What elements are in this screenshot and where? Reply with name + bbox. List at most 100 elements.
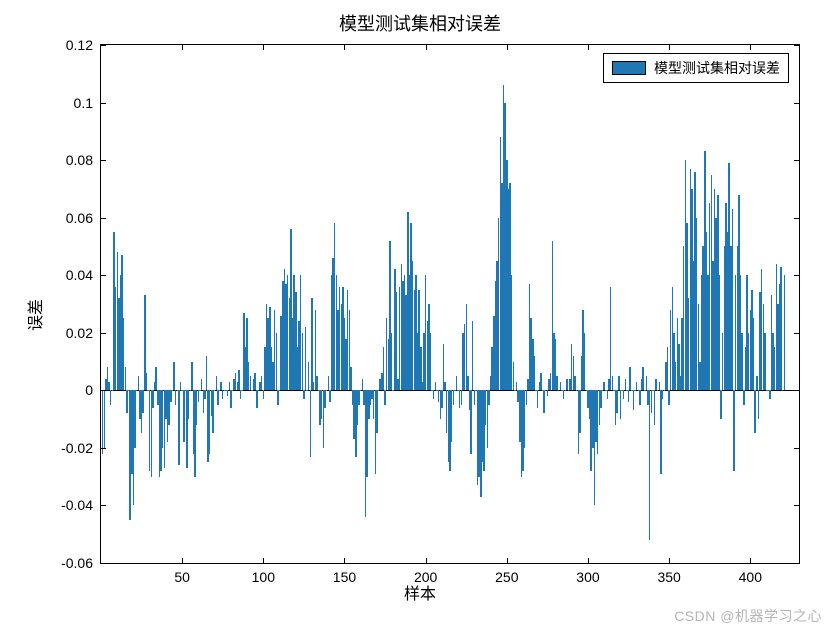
bar [241,390,242,391]
bar [188,390,189,419]
y-tick-mark [794,160,799,161]
bar [574,376,575,390]
x-tick-mark [507,45,508,50]
bar [664,390,665,391]
bar [170,390,171,402]
x-tick-mark [750,558,751,563]
y-tick-label: 0.1 [74,95,101,111]
y-tick-label: 0.06 [66,210,101,226]
y-tick-mark [101,333,106,334]
bar [134,390,135,448]
bar [603,382,604,391]
y-tick-mark [794,448,799,449]
bar [636,382,637,391]
bar [566,379,567,391]
bar [629,367,630,390]
y-tick-mark [794,333,799,334]
bar [616,390,617,413]
bar [456,376,457,390]
bar [642,367,643,390]
bar [104,390,105,448]
bar [433,390,434,399]
bar [639,390,640,404]
bar [136,390,137,391]
x-tick-mark [263,45,264,50]
bar [240,390,241,399]
bar [376,390,377,433]
bar [254,373,255,390]
bar [634,390,635,391]
y-tick-label: 0.04 [66,267,101,283]
x-tick-label: 250 [495,563,518,585]
bar [754,390,755,433]
bar [190,390,191,391]
bar [391,333,392,391]
bar [302,333,303,391]
bar [563,390,564,399]
x-tick-mark [507,558,508,563]
bar [311,298,312,390]
chart-container: 模型测试集相对误差 误差 样本 模型测试集相对误差 -0.06-0.04-0.0… [0,0,840,630]
legend-swatch [612,61,646,75]
bar [216,376,217,390]
bar [173,362,174,391]
bar [654,390,655,425]
bar [305,327,306,390]
bar [602,390,603,391]
bar [607,390,608,399]
x-tick-mark [344,45,345,50]
legend: 模型测试集相对误差 [603,53,789,83]
bar [214,390,215,391]
bar [175,390,176,404]
bar [558,390,559,391]
bar [206,356,207,391]
plot-area: 模型测试集相对误差 -0.06-0.04-0.0200.020.040.060.… [100,44,800,564]
chart-title: 模型测试集相对误差 [0,10,840,36]
bar [277,390,278,404]
y-tick-mark [101,218,106,219]
bar [556,376,557,390]
bar [250,376,251,390]
bar [212,390,213,433]
bar [328,376,329,390]
bar [758,390,759,419]
bar [441,390,442,407]
x-tick-label: 50 [174,563,190,585]
plot-inner [101,45,799,563]
bar [514,390,515,391]
y-tick-label: -0.02 [61,440,101,456]
bar [472,321,473,390]
bar [198,390,199,402]
x-tick-mark [182,558,183,563]
y-tick-mark [101,103,106,104]
bar [316,376,317,390]
bar [646,376,647,390]
y-tick-label: 0.12 [66,37,101,53]
bar [534,356,535,391]
x-tick-mark [182,45,183,50]
bar [263,390,264,399]
bar [513,362,514,391]
bar [753,318,754,390]
bar [201,379,202,391]
y-tick-mark [794,390,799,391]
bar [537,390,538,407]
bar [329,390,330,402]
watermark: CSDN @机器学习之心 [674,606,822,626]
y-tick-mark [101,45,106,46]
bar [461,390,462,404]
bar [310,390,311,456]
bar [543,390,544,413]
y-tick-mark [794,218,799,219]
bar [183,390,184,442]
bar [467,376,468,390]
bar [108,382,109,391]
bar [112,390,113,391]
y-tick-label: -0.04 [61,497,101,513]
bar [152,390,153,407]
bar [610,287,611,391]
bar [384,390,385,404]
x-tick-mark [588,45,589,50]
bar [362,379,363,391]
bar [662,390,663,399]
